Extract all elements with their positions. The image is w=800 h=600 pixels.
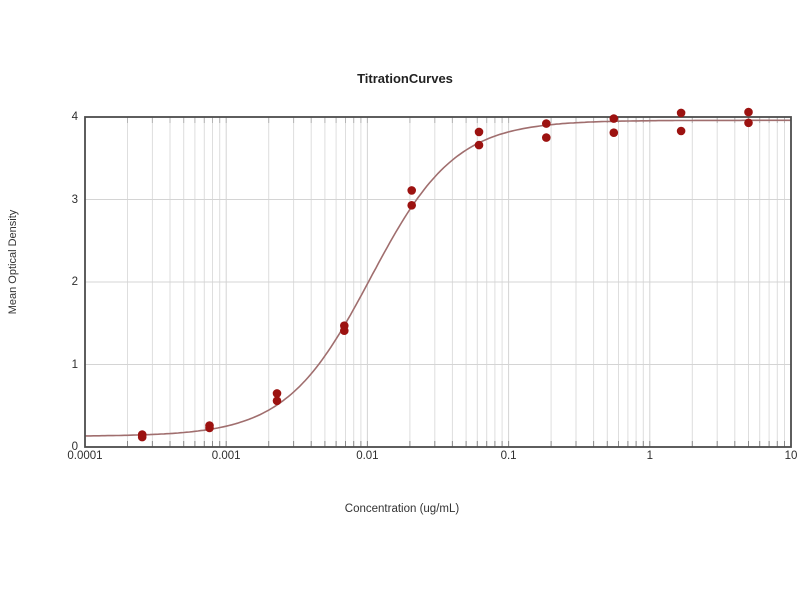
y-tick-label: 1 [71,358,78,371]
y-axis-title: Mean Optical Density [7,209,19,315]
x-tick-label: 1 [646,450,653,462]
x-tick-label: 10 [784,450,798,462]
y-tick-label: 0 [71,441,78,453]
chart-title: TitrationCurves [357,71,453,86]
x-tick-label: 0.01 [356,450,379,462]
x-tick-label: 0.0001 [67,450,103,462]
x-tick-label: 0.1 [500,450,517,462]
x-axis-title: Concentration (ug/mL) [344,503,460,515]
y-tick-label: 3 [71,193,78,206]
y-tick-label: 2 [71,276,78,288]
y-tick-label: 4 [71,111,78,123]
x-tick-label: 0.001 [211,450,241,462]
